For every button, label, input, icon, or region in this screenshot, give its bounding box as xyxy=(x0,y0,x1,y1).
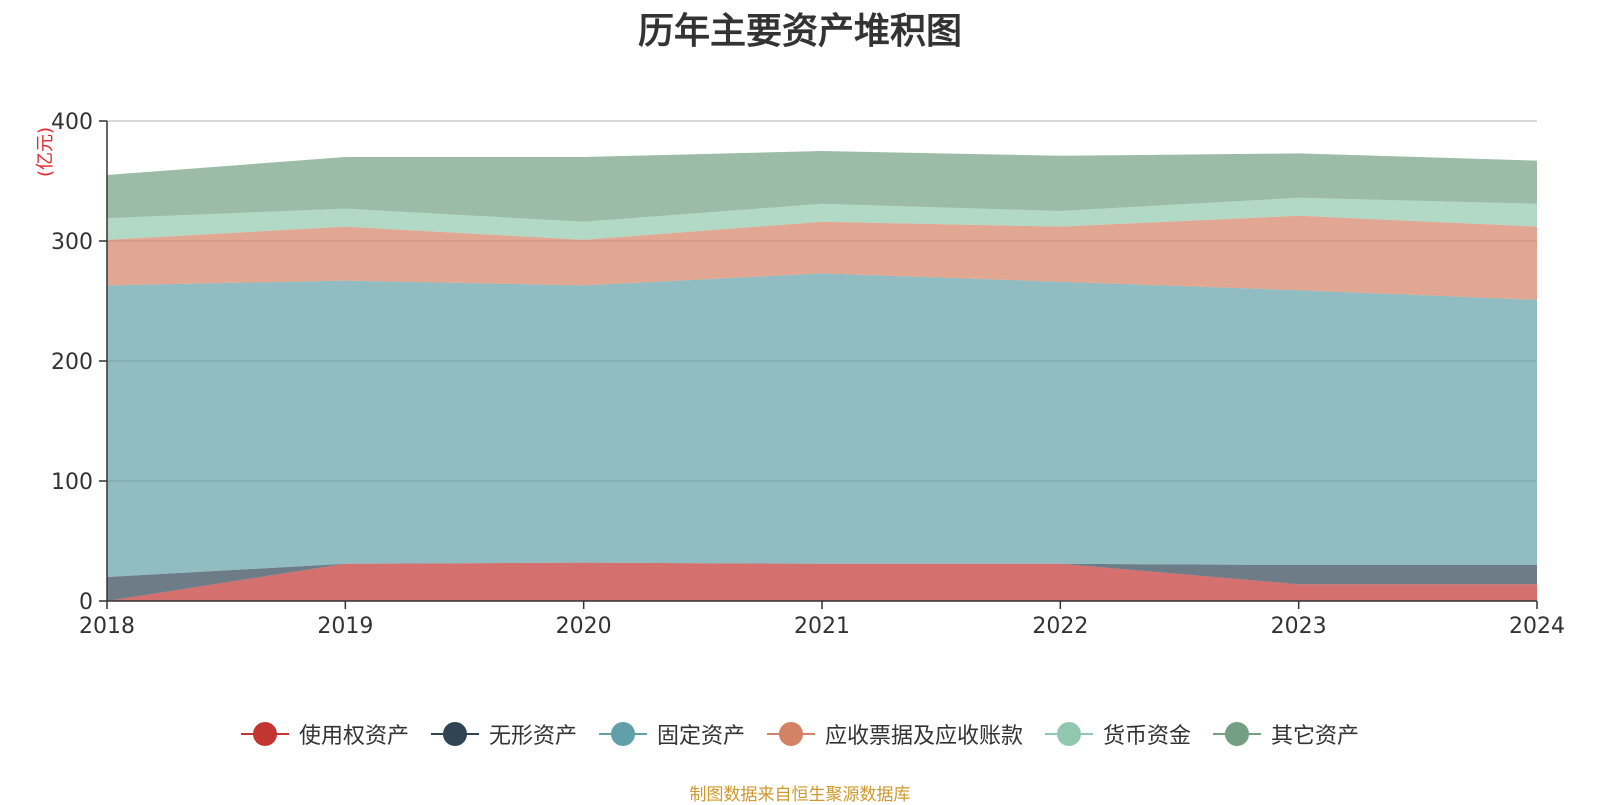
legend-item[interactable]: 应收票据及应收账款 xyxy=(767,718,1023,750)
legend-swatch xyxy=(1213,722,1262,746)
legend-item[interactable]: 固定资产 xyxy=(598,718,745,750)
data-source-note: 制图数据来自恒生聚源数据库 xyxy=(689,785,911,805)
legend-swatch xyxy=(598,722,647,746)
legend-swatch xyxy=(430,722,479,746)
y-tick-label: 300 xyxy=(51,230,93,255)
x-tick-label: 2019 xyxy=(317,614,373,639)
legend: 使用权资产 无形资产 固定资产 应收票据及应收账款 货币资金 其它资产 xyxy=(0,718,1600,750)
legend-item[interactable]: 其它资产 xyxy=(1213,718,1359,750)
legend-label: 使用权资产 xyxy=(298,724,409,749)
legend-label: 货币资金 xyxy=(1103,724,1192,749)
area-series xyxy=(107,197,1537,240)
chart-title: 历年主要资产堆积图 xyxy=(637,11,962,52)
legend-label: 应收票据及应收账款 xyxy=(825,724,1024,749)
legend-item[interactable]: 无形资产 xyxy=(430,718,577,750)
legend-item[interactable]: 使用权资产 xyxy=(240,718,409,750)
x-tick-label: 2024 xyxy=(1509,614,1565,639)
area-series xyxy=(107,273,1537,577)
y-tick-label: 100 xyxy=(51,470,93,495)
x-tick-label: 2023 xyxy=(1271,614,1327,639)
legend-swatch xyxy=(1045,722,1094,746)
legend-label: 其它资产 xyxy=(1271,724,1360,749)
area-series xyxy=(107,215,1537,300)
legend-label: 无形资产 xyxy=(488,724,577,749)
legend-item[interactable]: 货币资金 xyxy=(1045,718,1191,750)
x-tick-label: 2018 xyxy=(79,614,135,639)
legend-label: 固定资产 xyxy=(656,724,745,749)
area-series-group xyxy=(107,151,1537,601)
y-tick-label: 400 xyxy=(51,110,93,135)
y-tick-label: 0 xyxy=(79,590,93,615)
axes: 0 100 200 300 400 2018 2019 2020 2021 2022 2023 202… xyxy=(51,110,1565,639)
area-series xyxy=(107,151,1537,222)
legend-swatch xyxy=(767,722,815,746)
x-tick-label: 2022 xyxy=(1032,614,1088,639)
area-series xyxy=(107,562,1537,601)
x-tick-label: 2020 xyxy=(556,614,612,639)
legend-swatch xyxy=(240,722,289,746)
area-series xyxy=(107,562,1537,601)
y-tick-label: 200 xyxy=(51,350,93,375)
x-tick-label: 2021 xyxy=(794,614,850,639)
